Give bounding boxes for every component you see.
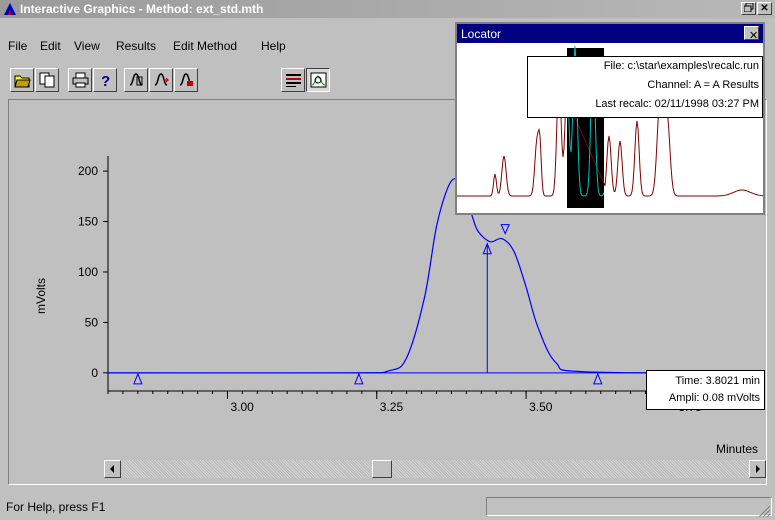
scroll-left-button[interactable]	[104, 460, 121, 478]
locator-trace	[457, 75, 763, 197]
locator-file: File: c:\star\examples\recalc.run	[603, 60, 759, 72]
locator-window[interactable]: Locator ✕ File: c:\star\examples\recalc.…	[455, 22, 765, 215]
restore-icon	[743, 2, 753, 13]
peak-boundary-marker	[593, 372, 603, 385]
peak-boundary-marker	[482, 242, 493, 255]
y-axis-label: mVolts	[34, 278, 48, 314]
y-tick-label: 50	[85, 315, 99, 329]
peak-boundary-marker	[354, 372, 364, 385]
peak-end-button[interactable]	[174, 68, 198, 92]
open-file-icon	[14, 75, 31, 88]
x-tick-label: 3.50	[529, 400, 553, 414]
locator-title-bar[interactable]: Locator ✕	[457, 24, 763, 43]
svg-text:?: ?	[101, 73, 110, 88]
list-icon	[286, 74, 301, 87]
y-tick-label: 100	[78, 265, 98, 279]
zoom-chart-icon	[310, 72, 327, 88]
peak-end-icon	[179, 73, 193, 86]
x-tick-label: 3.25	[380, 400, 404, 414]
locator-info-box: File: c:\star\examples\recalc.run Channe…	[527, 56, 763, 118]
readout-amplitude: Ampli: 0.08 mVolts	[668, 392, 760, 404]
integrate-icon	[129, 73, 143, 86]
restore-button[interactable]	[741, 2, 756, 15]
window-title: Interactive Graphics - Method: ext_std.m…	[20, 2, 264, 16]
y-tick-label: 200	[78, 164, 98, 178]
list-button[interactable]	[281, 68, 305, 92]
print-icon	[72, 72, 89, 88]
arrow-right-icon	[756, 465, 760, 473]
cursor-readout: Time: 3.8021 min Ampli: 0.08 mVolts	[646, 370, 765, 410]
x-axis-label: Minutes	[716, 442, 758, 456]
status-panel	[486, 497, 772, 516]
arrow-left-icon	[110, 465, 114, 473]
title-bar: Interactive Graphics - Method: ext_std.m…	[0, 0, 775, 18]
locator-close-button[interactable]: ✕	[744, 26, 759, 42]
menu-help[interactable]: Help	[261, 39, 286, 53]
y-tick-label: 150	[78, 215, 98, 229]
help-button[interactable]: ?	[93, 68, 117, 92]
chart-frame	[8, 99, 767, 485]
peak-apex-marker	[500, 224, 510, 235]
close-icon: ✕	[760, 3, 769, 14]
open-button[interactable]	[10, 68, 34, 92]
scroll-thumb[interactable]	[372, 460, 392, 478]
scroll-right-button[interactable]	[749, 460, 766, 478]
copy-button[interactable]	[35, 68, 59, 92]
app-icon	[4, 3, 16, 15]
status-text: For Help, press F1	[6, 500, 106, 514]
copy-icon	[39, 72, 55, 88]
y-tick-label: 0	[91, 366, 98, 380]
peak-start-icon	[154, 73, 170, 86]
menu-file[interactable]: File	[8, 39, 28, 53]
locator-channel: Channel: A = A Results	[647, 79, 759, 91]
locator-title: Locator	[461, 27, 502, 41]
help-icon: ?	[101, 73, 110, 88]
menu-view[interactable]: View	[74, 39, 100, 53]
print-button[interactable]	[68, 68, 92, 92]
horizontal-scrollbar[interactable]	[104, 460, 766, 478]
peak-start-button[interactable]	[149, 68, 173, 92]
peak-boundary-marker	[133, 372, 143, 385]
readout-time: Time: 3.8021 min	[675, 375, 760, 387]
close-button[interactable]: ✕	[757, 2, 772, 15]
close-icon: ✕	[749, 30, 759, 42]
x-tick-label: 3.00	[230, 400, 254, 414]
menu-edit[interactable]: Edit	[40, 39, 61, 53]
menu-edit-method[interactable]: Edit Method	[173, 39, 238, 53]
zoom-chart-button[interactable]	[306, 68, 330, 92]
menu-results[interactable]: Results	[116, 39, 157, 53]
integrate-button[interactable]	[124, 68, 148, 92]
size-grip-icon[interactable]	[758, 505, 772, 517]
locator-last-recalc: Last recalc: 02/11/1998 03:27 PM	[595, 98, 759, 110]
